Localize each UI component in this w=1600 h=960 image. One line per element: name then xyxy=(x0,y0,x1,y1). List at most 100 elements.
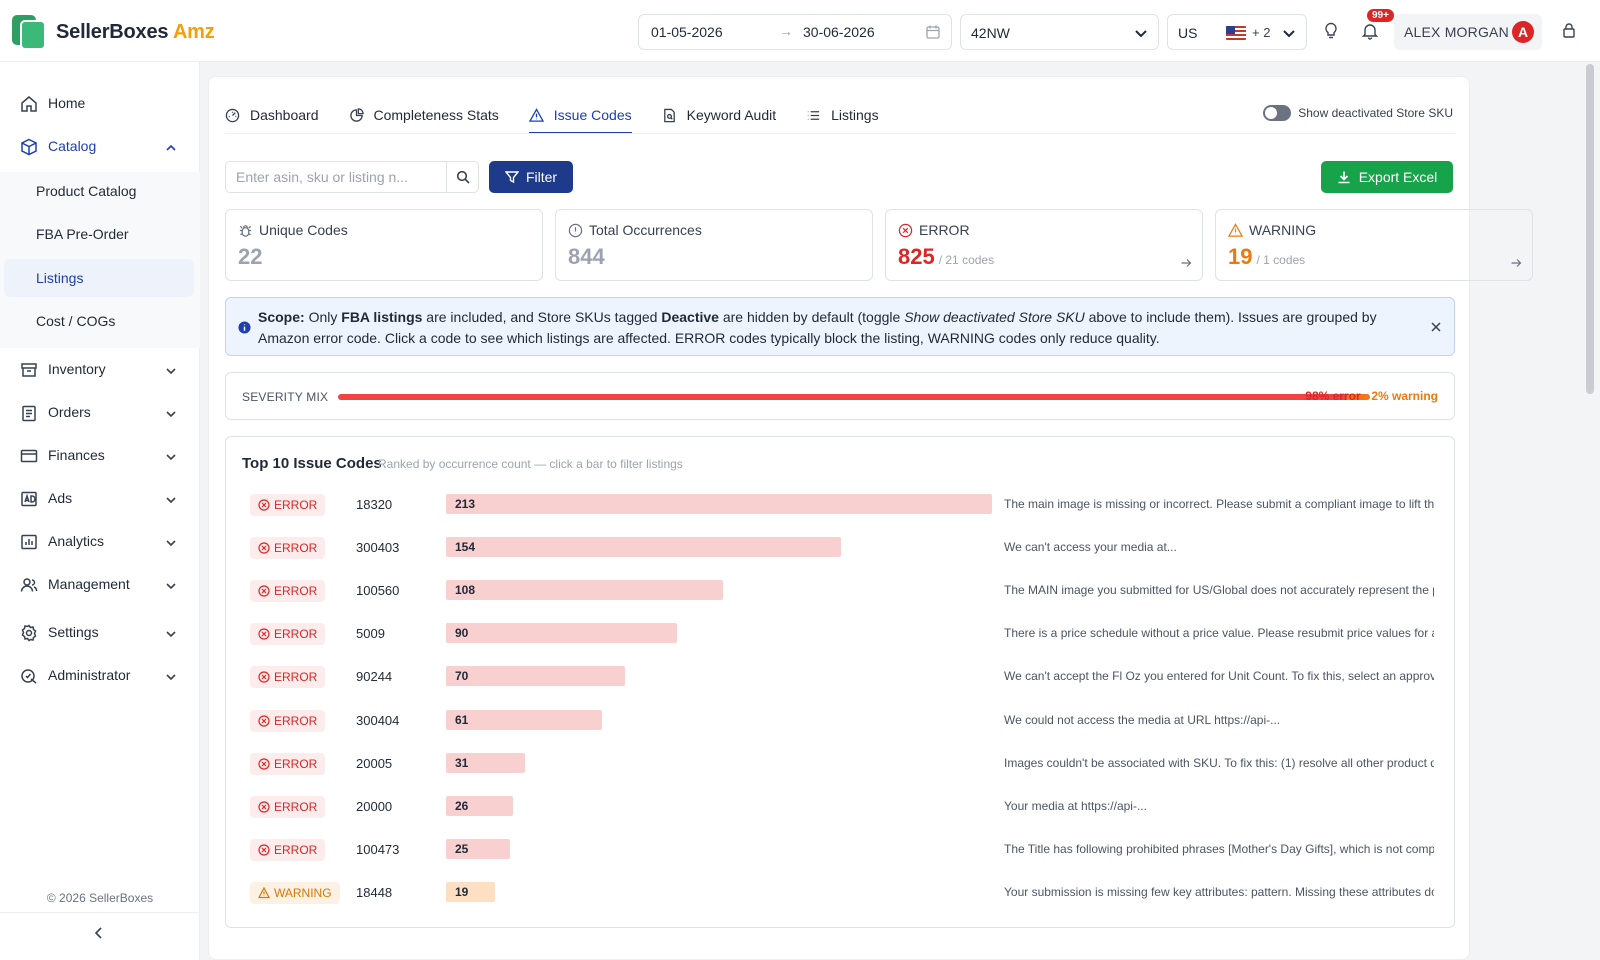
tab-label: Dashboard xyxy=(250,107,319,123)
tab-keyword-audit[interactable]: Keyword Audit xyxy=(662,97,776,133)
occurrence-bar[interactable]: 70 xyxy=(446,666,625,687)
stat-warning[interactable]: WARNING 19/ 1 codes xyxy=(1215,209,1533,281)
search-input[interactable] xyxy=(236,169,436,185)
lightbulb-icon[interactable] xyxy=(1323,22,1339,43)
date-from[interactable]: 01-05-2026 xyxy=(651,24,723,40)
deactivated-sku-toggle[interactable]: Show deactivated Store SKU xyxy=(1263,105,1453,121)
issue-code: 100560 xyxy=(356,583,400,599)
occurrence-bar[interactable]: 61 xyxy=(446,709,602,730)
issue-row[interactable]: ERROR 100473 25 The Title has following pro… xyxy=(226,830,1456,870)
sidebar-item-analytics[interactable]: Analytics xyxy=(0,522,200,562)
issue-description: Your submission is missing few key attri… xyxy=(1004,884,1434,899)
toggle-label: Show deactivated Store SKU xyxy=(1298,106,1453,120)
severity-text: ERROR xyxy=(274,541,318,556)
filter-button[interactable]: Filter xyxy=(489,161,573,193)
issue-row[interactable]: ERROR 20000 26 Your media at https://api-..… xyxy=(226,787,1456,827)
lock-icon[interactable] xyxy=(1562,22,1576,41)
severity-badge: ERROR xyxy=(250,752,326,775)
date-range-picker[interactable]: 01-05-2026 → 30-06-2026 xyxy=(638,14,952,50)
sidebar-item-finances[interactable]: Finances xyxy=(0,436,200,476)
occurrence-bar[interactable]: 26 xyxy=(446,795,513,816)
shield-icon xyxy=(20,667,38,688)
sidebar-item-inventory[interactable]: Inventory xyxy=(0,350,200,390)
search-button[interactable] xyxy=(446,162,478,192)
occurrence-bar[interactable]: 90 xyxy=(446,623,677,644)
issue-row[interactable]: ERROR 100560 108 The MAIN image you submitt… xyxy=(226,571,1456,611)
bug-icon xyxy=(239,224,252,237)
issue-row[interactable]: ERROR 18320 213 The main image is missing o… xyxy=(226,485,1456,525)
subitem-label: Listings xyxy=(36,270,84,286)
sidebar-subitem-cost-cogs[interactable]: Cost / COGs xyxy=(4,302,194,340)
sidebar-item-label: Analytics xyxy=(48,533,105,549)
export-label: Export Excel xyxy=(1358,169,1438,185)
page-scrollbar[interactable] xyxy=(1586,64,1594,394)
occurrence-bar[interactable]: 31 xyxy=(446,752,525,773)
sidebar-item-home[interactable]: Home xyxy=(0,84,200,124)
sidebar-item-management[interactable]: Management xyxy=(0,565,200,605)
sidebar-subitem-fba-pre-order[interactable]: FBA Pre-Order xyxy=(4,215,194,253)
issue-row[interactable]: ERROR 300403 154 We can't access your media… xyxy=(226,528,1456,568)
card-icon xyxy=(20,447,38,468)
occurrence-bar[interactable]: 154 xyxy=(446,537,841,558)
ad-icon xyxy=(20,490,38,511)
stat-value: 22 xyxy=(238,244,263,269)
issue-code: 90244 xyxy=(356,669,393,685)
severity-label: SEVERITY MIX xyxy=(242,390,329,404)
sidebar-subitem-listings[interactable]: Listings xyxy=(4,259,194,297)
error-circle-icon xyxy=(258,844,270,856)
app-logo[interactable]: SellerBoxes Amz xyxy=(10,13,215,51)
stat-error[interactable]: ERROR 825/ 21 codes xyxy=(885,209,1203,281)
sidebar-item-ads[interactable]: Ads xyxy=(0,479,200,519)
issue-row[interactable]: ERROR 5009 90 There is a price schedule wit… xyxy=(226,614,1456,654)
issue-description: Images couldn't be associated with SKU. … xyxy=(1004,755,1434,770)
toggle-switch[interactable] xyxy=(1263,105,1292,121)
sidebar-subitem-product-catalog[interactable]: Product Catalog xyxy=(4,172,194,210)
download-icon xyxy=(1338,171,1350,184)
severity-text: ERROR xyxy=(274,670,318,685)
top-bar: SellerBoxes Amz 01-05-2026 → 30-06-2026 … xyxy=(0,0,1600,62)
issue-row[interactable]: ERROR 300404 61 We could not access the med… xyxy=(226,701,1456,741)
occurrence-bar[interactable]: 213 xyxy=(446,494,992,514)
collapse-sidebar-icon[interactable] xyxy=(92,926,106,943)
warning-icon xyxy=(1228,222,1243,237)
occurrence-bar[interactable]: 25 xyxy=(446,838,510,859)
error-circle-icon xyxy=(258,757,270,770)
catalog-submenu: Product Catalog FBA Pre-Order Listings C… xyxy=(0,172,200,348)
user-menu[interactable]: ALEX MORGAN A xyxy=(1394,14,1542,50)
sidebar-item-orders[interactable]: Orders xyxy=(0,393,200,433)
archive-icon xyxy=(20,361,38,382)
stat-title: WARNING xyxy=(1249,222,1317,238)
severity-text: ERROR xyxy=(274,584,318,599)
bell-icon[interactable] xyxy=(1361,22,1379,43)
occurrence-bar[interactable]: 108 xyxy=(446,580,723,601)
tab-bar: Dashboard Completeness Stats Issue Codes… xyxy=(225,97,909,134)
sidebar-item-settings[interactable]: Settings xyxy=(0,613,200,653)
issue-row[interactable]: WARNING 18448 19 Your submission is missing… xyxy=(226,873,1456,913)
severity-mix: SEVERITY MIX 98% error · 2% warning xyxy=(225,372,1455,420)
error-circle-icon xyxy=(258,714,270,727)
severity-text: WARNING xyxy=(274,885,332,900)
stat-total-occurrences: Total Occurrences 844 xyxy=(555,209,873,281)
alert-text: Scope: Only FBA listings are included, a… xyxy=(258,309,1377,346)
close-icon[interactable] xyxy=(1430,320,1442,336)
export-excel-button[interactable]: Export Excel xyxy=(1321,161,1453,193)
severity-text: ERROR xyxy=(274,627,318,642)
tab-issue-codes[interactable]: Issue Codes xyxy=(528,97,632,134)
tab-completeness-stats[interactable]: Completeness Stats xyxy=(349,97,499,133)
doc-search-icon xyxy=(662,108,677,123)
sidebar-item-label: Ads xyxy=(48,490,73,506)
issue-row[interactable]: ERROR 90244 70 We can't accept the Fl Oz yo… xyxy=(226,657,1456,697)
tab-listings[interactable]: Listings xyxy=(806,97,879,133)
issue-row[interactable]: ERROR 20005 31 Images couldn't be associate… xyxy=(226,744,1456,784)
error-circle-icon xyxy=(258,671,270,683)
tab-label: Listings xyxy=(831,107,879,123)
country-select[interactable]: US + 2 xyxy=(1167,14,1307,50)
date-to[interactable]: 30-06-2026 xyxy=(803,24,875,40)
filter-icon xyxy=(504,171,519,184)
tab-dashboard[interactable]: Dashboard xyxy=(225,97,319,133)
sidebar-item-administrator[interactable]: Administrator xyxy=(0,656,200,696)
occurrence-bar[interactable]: 19 xyxy=(446,881,495,902)
sidebar-item-catalog[interactable]: Catalog xyxy=(0,127,200,167)
calendar-icon[interactable] xyxy=(925,24,941,43)
store-select[interactable]: 42NW xyxy=(960,14,1159,50)
